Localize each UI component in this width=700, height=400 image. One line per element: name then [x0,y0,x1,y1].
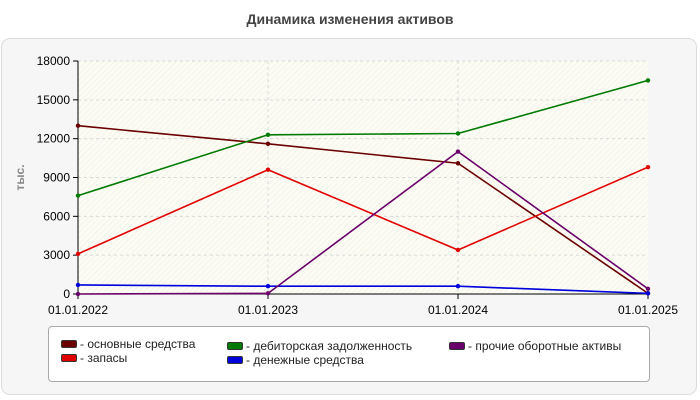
data-point [455,131,461,136]
legend-item: - запасы [61,351,127,365]
y-axis-label: тыс. [13,164,27,190]
legend-label: - основные средства [80,337,196,351]
data-point [645,78,651,83]
data-point [265,167,271,172]
y-tick-label: 0 [63,287,70,301]
legend-swatch [61,354,77,362]
y-tick-label: 12000 [37,132,71,146]
x-tick-label: 01.01.2023 [238,303,298,317]
data-point [455,247,461,253]
legend-swatch [449,342,465,350]
legend-item: - дебиторская задолженность [227,339,412,353]
series-line [77,150,649,295]
data-point [265,132,271,137]
data-point [75,282,81,288]
legend-label: - прочие оборотные активы [468,339,622,353]
legend-swatch [61,340,77,348]
data-point [265,291,271,296]
y-tick-label: 15000 [37,93,71,107]
y-tick-label: 3000 [43,248,70,262]
legend-item: - прочие оборотные активы [449,339,621,353]
x-tick-label: 01.01.2022 [48,303,108,317]
data-point [645,164,651,170]
data-point [645,286,651,292]
data-point [265,141,271,147]
chart-legend: - основные средства - запасы - дебиторская… [48,326,650,382]
legend-label: - дебиторская задолженность [246,339,413,353]
data-point [455,149,461,154]
legend-item: - денежные средства [227,353,364,367]
y-tick-label: 6000 [43,209,70,223]
legend-swatch [227,342,243,350]
x-tick-label: 01.01.2025 [618,303,678,317]
data-point [455,284,461,289]
legend-label: - денежные средства [246,353,364,367]
chart-title: Динамика изменения активов [246,11,454,27]
data-point [265,284,271,289]
series-line [77,284,649,295]
data-point [75,193,81,198]
legend-item: - основные средства [61,337,195,351]
series-line [77,79,649,197]
data-point [75,251,81,257]
data-point [455,161,461,166]
series-line [77,124,649,295]
legend-label: - запасы [80,351,128,365]
y-tick-label: 18000 [37,54,71,68]
data-point [75,123,81,128]
data-point [645,291,651,296]
series-line [77,166,649,255]
legend-swatch [227,356,243,364]
data-point [75,291,81,297]
x-tick-label: 01.01.2024 [428,303,488,317]
y-tick-label: 9000 [43,171,70,185]
